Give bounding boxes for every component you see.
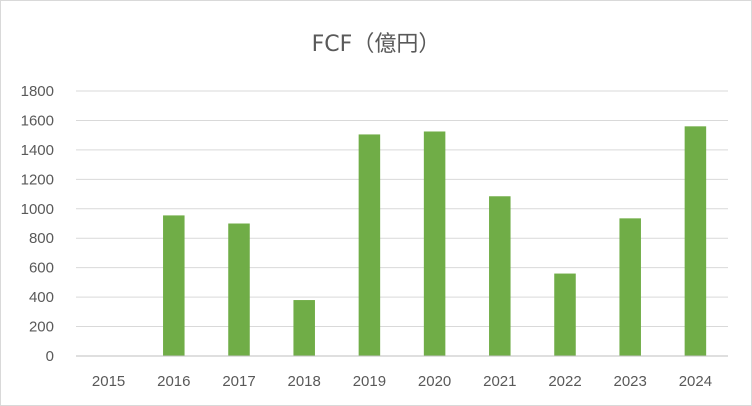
x-tick-label: 2022	[548, 373, 581, 390]
y-tick-label: 1000	[21, 201, 54, 218]
x-tick-label: 2020	[418, 373, 451, 390]
x-tick-label: 2016	[157, 373, 190, 390]
y-tick-label: 400	[29, 289, 54, 306]
chart-title: FCF（億円）	[311, 32, 441, 57]
bar-2016	[163, 215, 185, 356]
x-tick-label: 2015	[92, 373, 125, 390]
x-tick-label: 2021	[483, 373, 516, 390]
y-tick-label: 200	[29, 319, 54, 336]
x-tick-label: 2024	[679, 373, 712, 390]
bars	[163, 126, 707, 356]
y-tick-label: 1600	[21, 112, 54, 129]
x-tick-label: 2018	[288, 373, 321, 390]
x-tick-label: 2019	[353, 373, 386, 390]
y-axis-tick-labels: 0 200 400 600 800 1000 1200 1400 1600 1800	[21, 83, 54, 365]
x-axis-tick-labels: 2015 2016 2017 2018 2019 2020 2021 2022 2023 2024	[92, 373, 712, 390]
bar-2023	[619, 218, 641, 356]
bar-2024	[684, 126, 707, 356]
y-tick-label: 1400	[21, 142, 54, 159]
x-tick-label: 2023	[614, 373, 647, 390]
bar-2019	[358, 134, 381, 356]
y-tick-label: 0	[46, 348, 54, 365]
y-tick-label: 1200	[21, 171, 54, 188]
bar-2017	[228, 223, 250, 356]
bar-2020	[423, 131, 446, 356]
y-tick-label: 1800	[21, 83, 54, 100]
x-tick-label: 2017	[222, 373, 255, 390]
gridlines	[76, 90, 728, 328]
bar-2018	[293, 300, 315, 356]
bar-2021	[489, 196, 511, 356]
y-tick-label: 600	[29, 260, 54, 277]
y-tick-label: 800	[29, 230, 54, 247]
bar-2022	[554, 273, 576, 356]
